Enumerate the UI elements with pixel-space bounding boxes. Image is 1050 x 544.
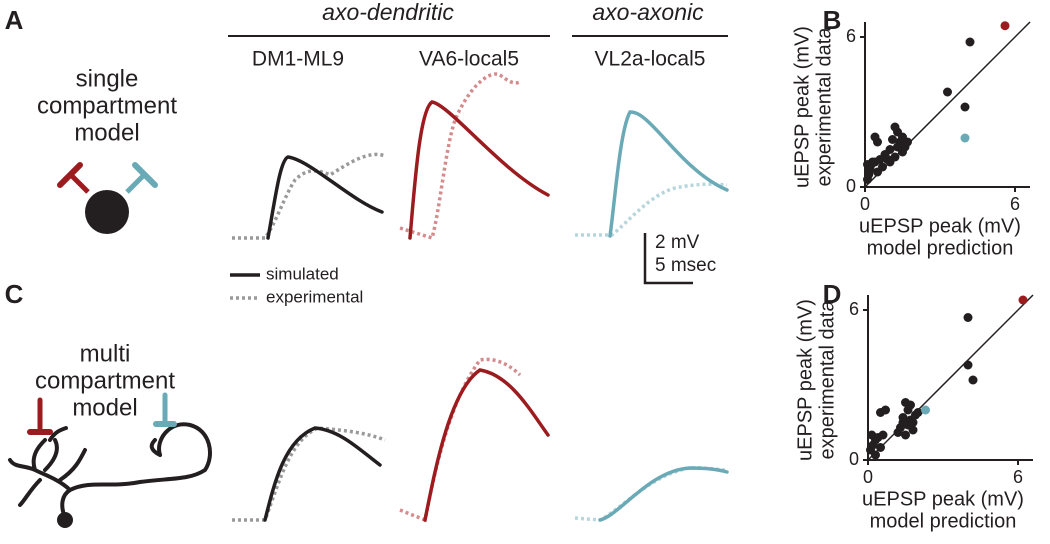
point <box>863 160 872 169</box>
legend-label: experimental <box>266 287 363 306</box>
x-axis-label: model prediction <box>867 237 1014 259</box>
point <box>893 142 902 152</box>
model-label: multi <box>80 340 131 367</box>
y-axis-label: uEPSP peak (mV) <box>791 26 813 188</box>
point <box>921 405 930 415</box>
y-tick-label: 0 <box>846 176 856 196</box>
y-axis-label: uEPSP peak (mV) <box>794 299 816 461</box>
point <box>870 132 880 142</box>
group-title: axo-axonic <box>592 0 704 25</box>
point <box>888 135 897 144</box>
y-tick-label: 0 <box>849 449 859 469</box>
x-tick-label: 0 <box>863 467 873 487</box>
point <box>876 443 885 452</box>
y-axis-label: experimental data <box>813 27 835 187</box>
point <box>878 430 888 440</box>
point <box>898 413 908 422</box>
point <box>943 87 952 97</box>
point <box>1018 295 1028 305</box>
panel-label: C <box>5 279 24 309</box>
x-tick-label: 6 <box>1010 194 1020 214</box>
point <box>903 137 912 147</box>
point <box>1000 21 1010 31</box>
group-title: axo-dendritic <box>322 0 454 25</box>
scale-label: 5 msec <box>655 255 716 276</box>
point <box>963 313 973 322</box>
scale-label: 2 mV <box>655 232 700 253</box>
model-label: model <box>72 394 137 421</box>
point <box>965 37 975 47</box>
neuron-name: VL2a-local5 <box>595 48 706 71</box>
point <box>890 122 900 132</box>
model-label: single <box>76 65 139 92</box>
neuron-name: DM1-ML9 <box>252 48 344 71</box>
point <box>903 405 913 415</box>
point <box>881 405 890 415</box>
x-axis-label: uEPSP peak (mV) <box>859 215 1021 237</box>
single-cell <box>57 162 158 234</box>
panel-label: B <box>823 5 842 35</box>
traces-multi <box>232 357 729 523</box>
point <box>963 360 973 370</box>
point <box>968 375 978 385</box>
model-label: compartment <box>37 92 177 119</box>
legend-label: simulated <box>266 264 339 283</box>
point <box>871 450 880 460</box>
point <box>913 408 923 417</box>
point <box>901 430 910 440</box>
x-tick-label: 0 <box>860 194 870 214</box>
model-label: compartment <box>35 367 175 394</box>
scale-bar <box>643 233 693 285</box>
point <box>885 157 895 167</box>
point <box>960 133 970 143</box>
point <box>908 418 918 427</box>
y-tick-label: 6 <box>849 299 859 319</box>
identity-line <box>867 294 1034 461</box>
x-axis-label: model prediction <box>870 510 1017 532</box>
y-tick-label: 6 <box>846 26 856 46</box>
point <box>908 425 918 435</box>
y-axis-label: experimental data <box>816 300 838 460</box>
neuron-name: VA6-local5 <box>419 48 519 71</box>
traces-single <box>232 72 729 241</box>
x-axis-label: uEPSP peak (mV) <box>862 488 1024 510</box>
x-tick-label: 6 <box>1013 467 1023 487</box>
panel-label: A <box>5 5 24 35</box>
point <box>878 162 887 172</box>
multi-cell <box>8 392 212 528</box>
model-label: model <box>74 119 139 146</box>
panel-label: D <box>823 279 842 309</box>
point <box>885 145 895 154</box>
point <box>960 102 970 112</box>
